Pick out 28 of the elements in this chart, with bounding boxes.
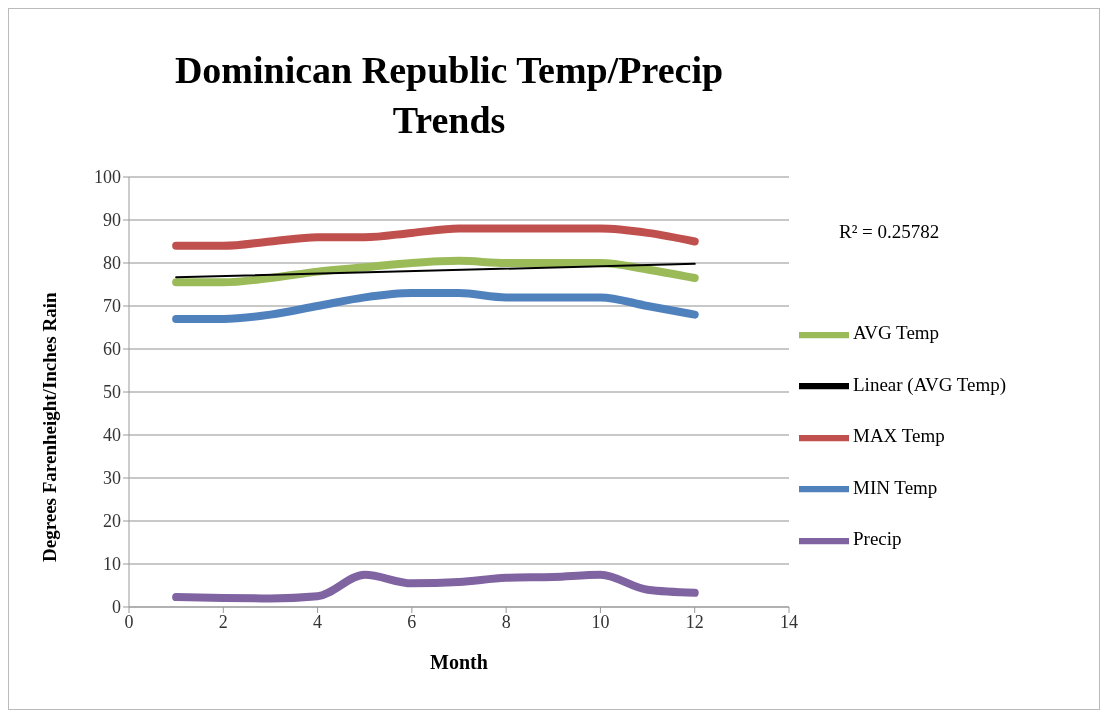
y-tick-label: 10: [103, 554, 121, 575]
y-tick-label: 30: [103, 468, 121, 489]
x-tick-label: 6: [407, 611, 417, 632]
x-tick-label: 10: [591, 611, 610, 632]
x-tick-label: 2: [218, 611, 228, 632]
y-tick-label: 90: [103, 210, 121, 231]
x-tick-label: 14: [780, 611, 798, 632]
y-axis-title: Degrees Farenheight/Inches Rain: [38, 292, 60, 562]
y-tick-label: 40: [103, 425, 121, 446]
x-tick-label: 8: [501, 611, 511, 632]
y-tick-label: 60: [103, 339, 121, 360]
y-tick-label: 0: [112, 597, 121, 618]
x-tick-label: 12: [685, 611, 704, 632]
y-tick-label: 20: [103, 511, 121, 532]
x-axis-title: Month: [430, 651, 488, 673]
x-tick-label: 4: [313, 611, 323, 632]
legend-label: MAX Temp: [853, 425, 945, 447]
x-tick-label: 0: [124, 611, 134, 632]
y-tick-label: 70: [103, 296, 121, 317]
y-tick-label: 80: [103, 253, 121, 274]
y-tick-label: 100: [94, 167, 121, 188]
y-tick-label: 50: [103, 382, 121, 403]
legend-label: Linear (AVG Temp): [853, 373, 1007, 395]
legend-label: MIN Temp: [853, 476, 938, 498]
text: R² = 0.25782: [839, 221, 940, 243]
legend-label: AVG Temp: [853, 321, 940, 343]
legend-label: Precip: [853, 528, 902, 550]
chart-title: Dominican Republic Temp/Precip Trends: [173, 48, 725, 143]
